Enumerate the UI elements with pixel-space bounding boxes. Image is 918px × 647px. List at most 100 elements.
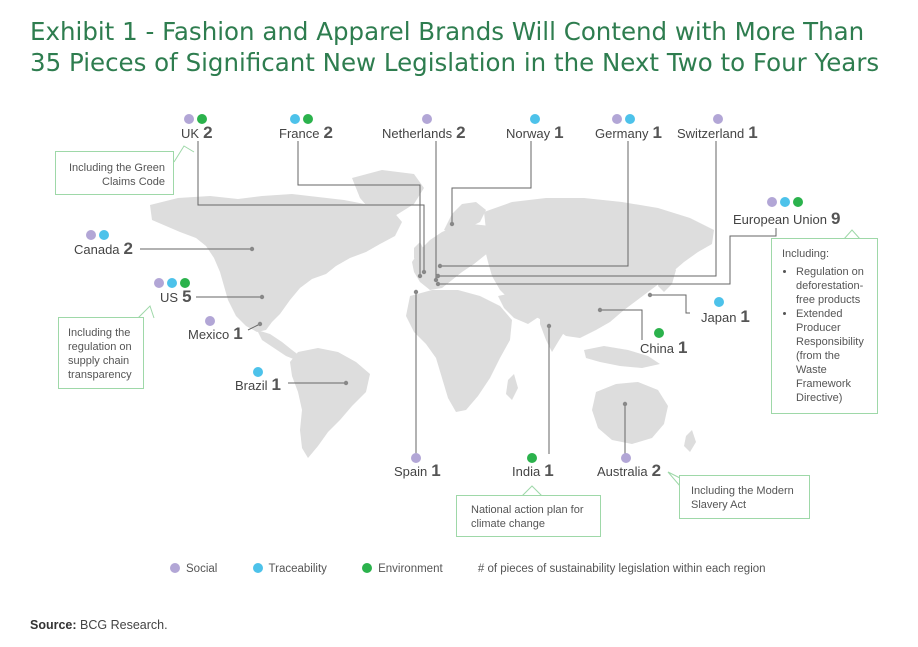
- traceability-dot: [530, 114, 540, 124]
- social-dot: [184, 114, 194, 124]
- callout-eu-intro: Including:: [782, 248, 830, 260]
- australia-landmass: [592, 382, 668, 444]
- traceability-dot: [290, 114, 300, 124]
- region-name: Canada: [74, 242, 120, 257]
- region-count: 1: [431, 461, 441, 480]
- source-text: BCG Research.: [80, 618, 168, 632]
- region-name: France: [279, 126, 320, 141]
- france-marker: [417, 273, 423, 279]
- callout-eu-item: Extended Producer Responsibility (from t…: [796, 307, 871, 405]
- region-label-eu: European Union 9: [733, 210, 840, 229]
- environment-dot: [197, 114, 207, 124]
- region-count: 1: [652, 123, 662, 142]
- india-marker: [546, 323, 552, 329]
- callout-eu: Including: Regulation on deforestation-f…: [771, 238, 878, 414]
- netherlands-marker: [433, 277, 439, 283]
- region-label-france: France 2: [279, 124, 333, 143]
- social-dot: [170, 563, 180, 573]
- environment-dot: [527, 453, 537, 463]
- region-name: Germany: [595, 126, 649, 141]
- callout-uk: Including the Green Claims Code: [55, 151, 174, 195]
- environment-dot: [793, 197, 803, 207]
- source-note: Source: BCG Research.: [30, 618, 168, 632]
- region-name: UK: [181, 126, 200, 141]
- environment-dot: [303, 114, 313, 124]
- legend-traceability: Traceability: [252, 563, 327, 575]
- region-count: 2: [123, 239, 134, 258]
- china-leader: [600, 309, 643, 340]
- switzerland-marker: [435, 273, 441, 279]
- region-dots-switzerland: [713, 114, 726, 124]
- legend-note: # of pieces of sustainability legislatio…: [477, 563, 766, 575]
- germany-marker: [437, 263, 443, 269]
- region-count: 1: [677, 338, 688, 357]
- region-label-china: China 1: [640, 339, 687, 358]
- greenland-landmass: [352, 170, 424, 222]
- legend-environment-label: Environment: [378, 563, 443, 575]
- region-dots-netherlands: [422, 114, 435, 124]
- mexico-marker: [257, 321, 263, 327]
- region-dots-germany: [612, 114, 638, 124]
- region-dots-spain: [411, 453, 424, 463]
- eu-callout-pointer: [843, 229, 861, 240]
- region-dots-mexico: [205, 316, 218, 326]
- us-marker: [259, 294, 265, 300]
- uk-callout-pointer: [173, 145, 195, 163]
- region-label-australia: Australia 2: [597, 462, 661, 481]
- traceability-dot: [625, 114, 635, 124]
- region-label-switzerland: Switzerland 1: [677, 124, 758, 143]
- region-count: 1: [748, 123, 758, 142]
- indonesia-landmass: [584, 346, 660, 368]
- central-america-landmass: [257, 330, 300, 360]
- asia-landmass: [484, 198, 714, 338]
- canada-marker: [249, 246, 255, 252]
- region-name: European Union: [733, 212, 827, 227]
- region-count: 5: [182, 287, 192, 306]
- region-label-brazil: Brazil 1: [235, 376, 281, 395]
- spain-marker: [413, 289, 419, 295]
- land-masses: [150, 170, 714, 458]
- legend-social: Social: [170, 563, 217, 575]
- norway-leader: [451, 141, 532, 224]
- callout-india: National action plan for climate change: [456, 495, 601, 537]
- scandinavia-landmass: [444, 202, 486, 234]
- legend-traceability-label: Traceability: [268, 563, 327, 575]
- traceability-dot: [780, 197, 790, 207]
- environment-dot: [180, 278, 190, 288]
- japan-leader: [650, 294, 690, 314]
- region-dots-canada: [86, 230, 112, 240]
- region-dots-uk: [184, 114, 210, 124]
- region-label-netherlands: Netherlands 2: [382, 124, 466, 143]
- environment-dot: [362, 563, 373, 573]
- social-dot: [422, 114, 432, 124]
- region-name: Switzerland: [677, 126, 745, 141]
- brazil-marker: [343, 380, 349, 386]
- arabia-landmass: [498, 292, 540, 324]
- region-dots-norway: [530, 114, 543, 124]
- region-dots-india: [527, 453, 540, 463]
- europe-landmass: [412, 224, 500, 290]
- region-name: Spain: [394, 464, 428, 479]
- social-dot: [205, 316, 215, 326]
- region-label-norway: Norway 1: [506, 124, 564, 143]
- region-count: 2: [323, 123, 333, 142]
- social-dot: [612, 114, 622, 124]
- region-count: 2: [203, 123, 213, 142]
- us-callout-pointer: [137, 305, 155, 319]
- region-label-india: India 1: [512, 462, 554, 481]
- region-dots-eu: [767, 197, 806, 207]
- eu-leader: [438, 228, 777, 285]
- callout-us: Including the regulation on supply chain…: [58, 317, 144, 389]
- region-label-us: US 5: [160, 288, 192, 307]
- source-label: Source:: [30, 618, 77, 632]
- africa-landmass: [406, 290, 512, 412]
- region-dots-china: [654, 328, 667, 338]
- china-marker: [597, 307, 603, 313]
- region-dots-japan: [714, 297, 727, 307]
- traceability-dot: [252, 563, 263, 573]
- traceability-dot: [253, 367, 263, 377]
- new-zealand-landmass: [684, 430, 696, 452]
- location-markers: [249, 221, 653, 407]
- south-america-landmass: [290, 348, 370, 458]
